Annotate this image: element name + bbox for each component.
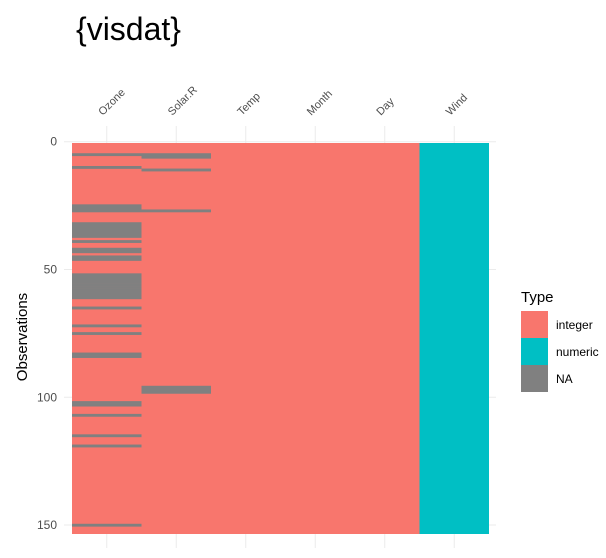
legend-label: numeric: [556, 345, 599, 359]
na-cell: [72, 413, 142, 417]
y-tick-label: 150: [37, 518, 57, 532]
na-cell: [141, 388, 211, 392]
na-cell: [72, 293, 142, 297]
x-tick-label: Month: [305, 88, 335, 118]
chart-title: {visdat}: [76, 11, 181, 47]
y-axis-label: Observations: [14, 293, 31, 381]
legend-label: integer: [556, 318, 593, 332]
x-tick-label: Temp: [235, 91, 263, 119]
na-cell: [141, 385, 211, 389]
cell-block-wind: [419, 143, 489, 534]
x-tick-label: Day: [374, 95, 397, 118]
na-cell: [72, 204, 142, 208]
na-cell: [72, 240, 142, 243]
na-cell: [72, 288, 142, 292]
y-tick-label: 100: [37, 390, 57, 404]
na-cell: [72, 401, 142, 404]
na-cell: [72, 227, 142, 231]
cell-block-solar-r: [141, 143, 211, 534]
na-cell: [141, 153, 211, 157]
y-tick-label: 0: [50, 135, 57, 149]
na-cell: [141, 390, 211, 394]
na-cell: [72, 434, 142, 438]
na-cell: [72, 355, 142, 358]
na-cell: [72, 206, 142, 210]
cell-block-day: [350, 143, 420, 534]
na-cell: [72, 403, 142, 407]
legend-key-na: [521, 365, 548, 392]
na-cell: [72, 291, 142, 295]
na-cell: [72, 352, 142, 356]
na-cell: [72, 222, 142, 226]
na-cell: [72, 209, 142, 213]
na-cell: [141, 209, 211, 213]
na-cell: [72, 153, 142, 157]
na-cell: [72, 250, 142, 254]
na-cell: [141, 155, 211, 159]
na-cell: [72, 166, 142, 169]
legend-key-integer: [521, 311, 548, 338]
na-cell: [72, 255, 142, 259]
na-cell: [72, 286, 142, 289]
y-tick-label: 50: [44, 263, 58, 277]
na-cell: [72, 278, 142, 282]
legend-key-numeric: [521, 338, 548, 365]
legend: integer numeric NA: [521, 311, 599, 392]
na-cell: [72, 306, 142, 310]
na-cell: [72, 273, 142, 277]
heatmap-cells: [72, 143, 489, 534]
na-cell: [72, 275, 142, 279]
na-cell: [72, 332, 142, 335]
na-cell: [72, 523, 142, 527]
x-tick-label: Solar.R: [166, 84, 200, 118]
na-cell: [72, 247, 142, 251]
na-cell: [72, 296, 142, 300]
na-cell: [72, 235, 142, 238]
na-cell: [141, 168, 211, 172]
cell-block-temp: [211, 143, 281, 534]
na-cell: [72, 232, 142, 236]
na-cell: [72, 444, 142, 448]
cell-block-month: [280, 143, 350, 534]
na-cell: [72, 281, 142, 284]
na-cell: [72, 224, 142, 228]
na-cell: [72, 258, 142, 261]
cell-block-ozone: [72, 143, 142, 534]
x-tick-label: Ozone: [96, 87, 127, 118]
legend-title: Type: [521, 289, 554, 306]
na-cell: [72, 229, 142, 233]
na-cell: [72, 283, 142, 287]
x-tick-label: Wind: [444, 92, 470, 118]
legend-label: NA: [556, 372, 573, 386]
na-cell: [72, 324, 142, 328]
